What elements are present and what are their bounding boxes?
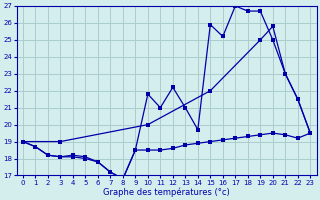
X-axis label: Graphe des températures (°c): Graphe des températures (°c) [103, 187, 230, 197]
